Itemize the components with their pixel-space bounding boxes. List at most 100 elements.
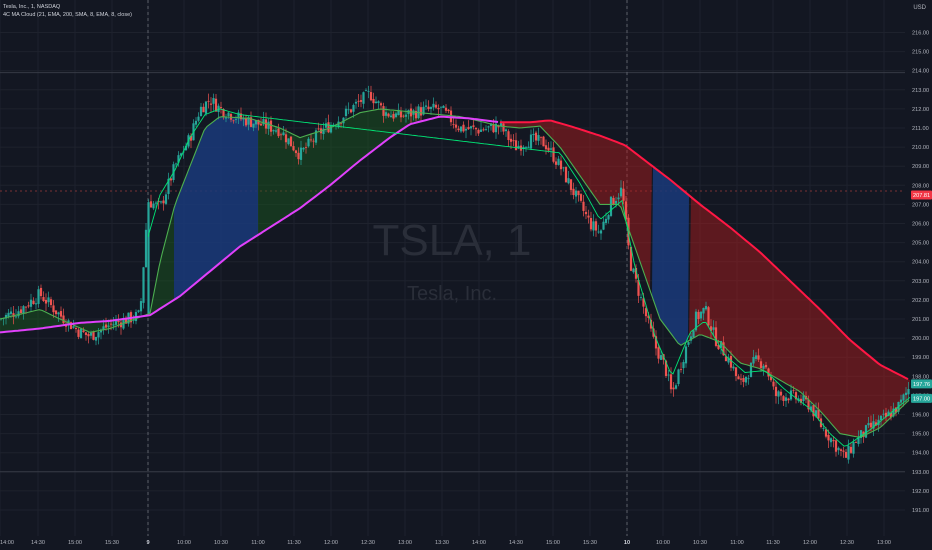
candle-body [47,297,50,303]
candle-body [494,123,498,133]
candle-body [542,136,545,147]
candle-body [277,128,280,137]
price-marker [911,393,932,403]
candle-body [834,440,838,452]
candle-body [717,344,720,350]
price-tick-label: 200.00 [912,336,929,342]
candle-body [322,128,325,135]
candle-body [219,107,223,109]
candle-body [869,422,873,428]
time-tick-label: 14:30 [509,540,523,546]
candle-body [592,221,595,231]
time-tick-label: 12:00 [324,540,338,546]
candle-body [852,441,855,454]
candle-body [529,134,533,149]
candle-body [477,129,480,134]
candle-body [284,134,288,143]
candle-body [207,100,210,102]
candle-body [179,153,183,156]
cloud-fill-transition [652,166,689,345]
candle-body [309,139,313,141]
candle-body [642,298,645,307]
candle-body [537,135,540,141]
candle-body [807,399,810,410]
candle-body [167,178,170,194]
candle-body [104,324,108,328]
candle-body [692,330,695,338]
candle-body [737,376,740,380]
candle-body [237,112,240,119]
candle-body [94,336,98,341]
candle-body [492,124,495,133]
candle-body [227,112,230,116]
candle-body [394,113,398,118]
candle-body [769,376,773,381]
candle-body [792,389,795,391]
time-tick-label: 11:30 [766,540,780,546]
candle-body [564,167,568,183]
cloud-fill-transition [174,116,258,300]
axis-layer: 216.00 215.00 214.00 213.00 212.00 211.00 210.… [0,31,932,546]
candle-body [389,115,393,118]
time-tick-label: 11:00 [251,540,265,546]
candle-body [364,90,368,92]
candle-body [109,323,113,325]
candle-body [889,412,893,418]
candle-body [112,324,115,326]
candle-body [382,106,385,116]
symbol-legend[interactable]: Tesla, Inc., 1, NASDAQ [3,4,61,10]
candle-body [512,140,515,142]
candle-body [577,190,580,196]
candle-body [349,109,353,113]
price-tick-label: 205.00 [912,241,929,247]
time-tick-label: 11:30 [287,540,301,546]
candle-body [422,106,425,115]
candle-body [419,107,423,116]
candle-body [42,297,45,302]
indicator-legend[interactable]: 4C MA Cloud (21, EMA, 200, SMA, 8, EMA, … [3,12,132,18]
candle-body [762,365,765,369]
candle-body [694,311,698,331]
candle-body [287,138,290,145]
candle-body [174,163,178,165]
ema8-line [147,108,911,447]
candle-body [27,305,30,307]
candle-body [89,332,93,336]
candle-body [99,329,103,333]
candle-body [17,311,20,317]
candle-body [497,125,500,128]
candle-body [894,407,898,413]
price-tick-label: 198.00 [912,374,929,380]
price-marker-label: 207.81 [913,193,930,199]
candle-body [77,329,80,337]
candle-body [864,425,868,438]
candle-body [514,140,518,151]
candle-body [32,300,35,305]
cloud-fill-bull [0,208,174,333]
candle-body [707,307,710,326]
candle-body [709,326,713,331]
candle-body [37,289,40,304]
candle-body [744,376,748,383]
candle-body [487,126,490,128]
candle-body [569,179,573,190]
candle-body [267,121,270,129]
candle-body [72,326,75,328]
time-tick-label: 9 [146,540,149,546]
candle-body [19,309,23,314]
time-tick-label: 13:00 [398,540,412,546]
candle-body [357,100,360,102]
candle-body [374,101,378,104]
candle-body [387,113,390,117]
candle-body [379,103,383,106]
candle-body [562,167,565,169]
candle-body [329,124,333,133]
candle-body [372,98,375,104]
candle-body [524,147,528,149]
candle-body [612,197,615,206]
candle-body [814,410,818,417]
candle-body [787,398,790,401]
time-tick-label: 14:00 [0,540,14,546]
